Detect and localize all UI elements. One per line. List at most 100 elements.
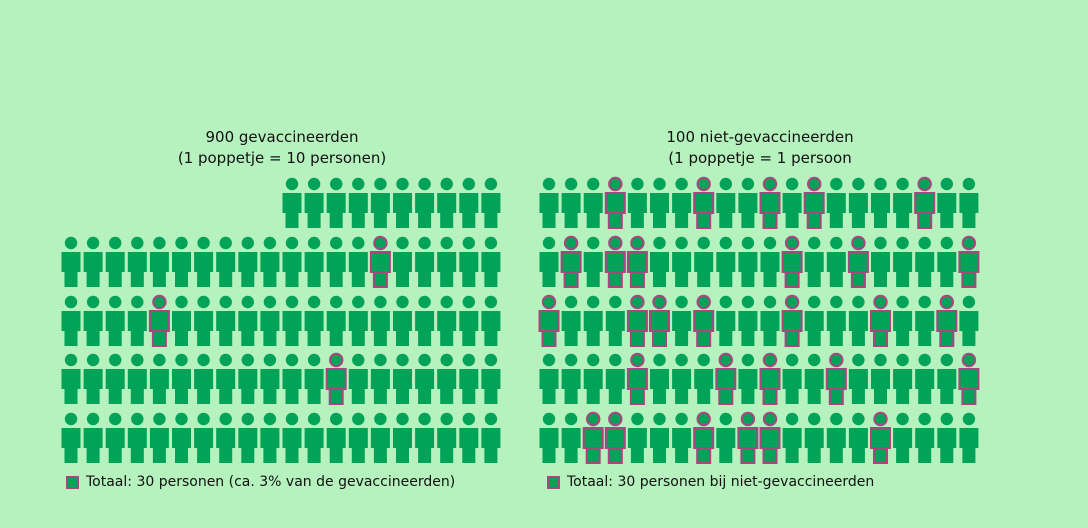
- person-icon: [481, 353, 501, 404]
- person-icon: [959, 295, 979, 346]
- person-icon: [760, 236, 780, 287]
- highlighted-person-icon: [604, 235, 626, 288]
- person-icon: [348, 177, 368, 228]
- person-icon: [437, 295, 457, 346]
- right-legend: Totaal: 30 personen bij niet-gevaccineer…: [547, 474, 874, 490]
- person-icon: [804, 353, 824, 404]
- person-icon: [561, 353, 581, 404]
- person-icon: [959, 412, 979, 463]
- person-icon: [172, 353, 191, 404]
- highlighted-person-icon: [737, 411, 759, 464]
- person-icon: [304, 295, 324, 346]
- highlighted-person-icon: [604, 176, 626, 229]
- person-icon: [105, 295, 125, 346]
- person-icon: [738, 295, 758, 346]
- person-icon: [826, 412, 846, 463]
- person-icon: [370, 177, 390, 228]
- person-icon: [127, 353, 147, 404]
- person-icon: [481, 412, 501, 463]
- person-icon: [539, 177, 559, 228]
- right-legend-text: Totaal: 30 personen bij niet-gevaccineer…: [567, 474, 875, 490]
- person-icon: [304, 177, 324, 228]
- person-icon: [238, 236, 258, 287]
- person-icon: [415, 353, 435, 404]
- person-icon: [893, 295, 913, 346]
- person-icon: [716, 177, 736, 228]
- person-icon: [304, 353, 324, 404]
- person-icon: [459, 295, 479, 346]
- person-icon: [539, 353, 559, 404]
- person-icon: [871, 353, 890, 404]
- right-panel-title: 100 niet-gevaccineerden (1 poppetje = 1 …: [540, 127, 980, 169]
- person-icon: [738, 236, 758, 287]
- highlighted-person-icon: [781, 235, 803, 288]
- person-icon: [694, 236, 714, 287]
- person-icon: [893, 412, 913, 463]
- highlighted-person-icon: [693, 176, 715, 229]
- left-legend-text: Totaal: 30 personen (ca. 3% van de gevac…: [86, 474, 456, 490]
- person-icon: [937, 236, 957, 287]
- person-icon: [172, 412, 191, 463]
- person-icon: [605, 295, 625, 346]
- person-icon: [216, 236, 236, 287]
- person-icon: [83, 236, 103, 287]
- person-icon: [437, 236, 457, 287]
- person-icon: [738, 353, 758, 404]
- person-icon: [937, 177, 957, 228]
- person-icon: [83, 295, 103, 346]
- person-icon: [760, 295, 780, 346]
- highlighted-person-icon: [781, 294, 803, 347]
- highlight-swatch-icon: [547, 475, 560, 489]
- person-icon: [437, 177, 457, 228]
- highlighted-person-icon: [759, 176, 781, 229]
- person-icon: [370, 295, 390, 346]
- highlighted-person-icon: [958, 352, 980, 405]
- person-icon: [83, 412, 103, 463]
- person-icon: [61, 236, 81, 287]
- person-icon: [481, 177, 501, 228]
- person-icon: [105, 353, 125, 404]
- person-icon: [716, 236, 736, 287]
- person-icon: [149, 236, 169, 287]
- person-icon: [561, 412, 581, 463]
- person-icon: [304, 236, 324, 287]
- person-icon: [650, 236, 669, 287]
- person-icon: [650, 353, 669, 404]
- person-icon: [437, 412, 457, 463]
- person-icon: [481, 295, 501, 346]
- person-icon: [893, 236, 913, 287]
- person-icon: [893, 177, 913, 228]
- highlighted-person-icon: [369, 235, 391, 288]
- highlighted-person-icon: [825, 352, 847, 405]
- person-icon: [282, 177, 302, 228]
- person-icon: [893, 353, 913, 404]
- person-icon: [282, 236, 302, 287]
- highlighted-person-icon: [538, 294, 560, 347]
- person-icon: [348, 295, 368, 346]
- person-icon: [782, 353, 802, 404]
- person-icon: [583, 236, 603, 287]
- person-icon: [304, 412, 324, 463]
- person-icon: [194, 236, 214, 287]
- person-icon: [672, 353, 692, 404]
- highlighted-person-icon: [759, 352, 781, 405]
- person-icon: [826, 236, 846, 287]
- person-icon: [282, 412, 302, 463]
- person-icon: [393, 177, 412, 228]
- person-icon: [848, 295, 868, 346]
- person-icon: [804, 412, 824, 463]
- person-icon: [650, 177, 669, 228]
- person-icon: [826, 177, 846, 228]
- highlighted-person-icon: [803, 176, 825, 229]
- person-icon: [393, 295, 412, 346]
- person-icon: [459, 177, 479, 228]
- highlighted-person-icon: [870, 294, 891, 347]
- person-icon: [348, 236, 368, 287]
- highlighted-person-icon: [958, 235, 980, 288]
- person-icon: [915, 412, 935, 463]
- person-icon: [83, 353, 103, 404]
- highlighted-person-icon: [715, 352, 737, 405]
- person-icon: [348, 412, 368, 463]
- person-icon: [326, 236, 346, 287]
- person-icon: [370, 412, 390, 463]
